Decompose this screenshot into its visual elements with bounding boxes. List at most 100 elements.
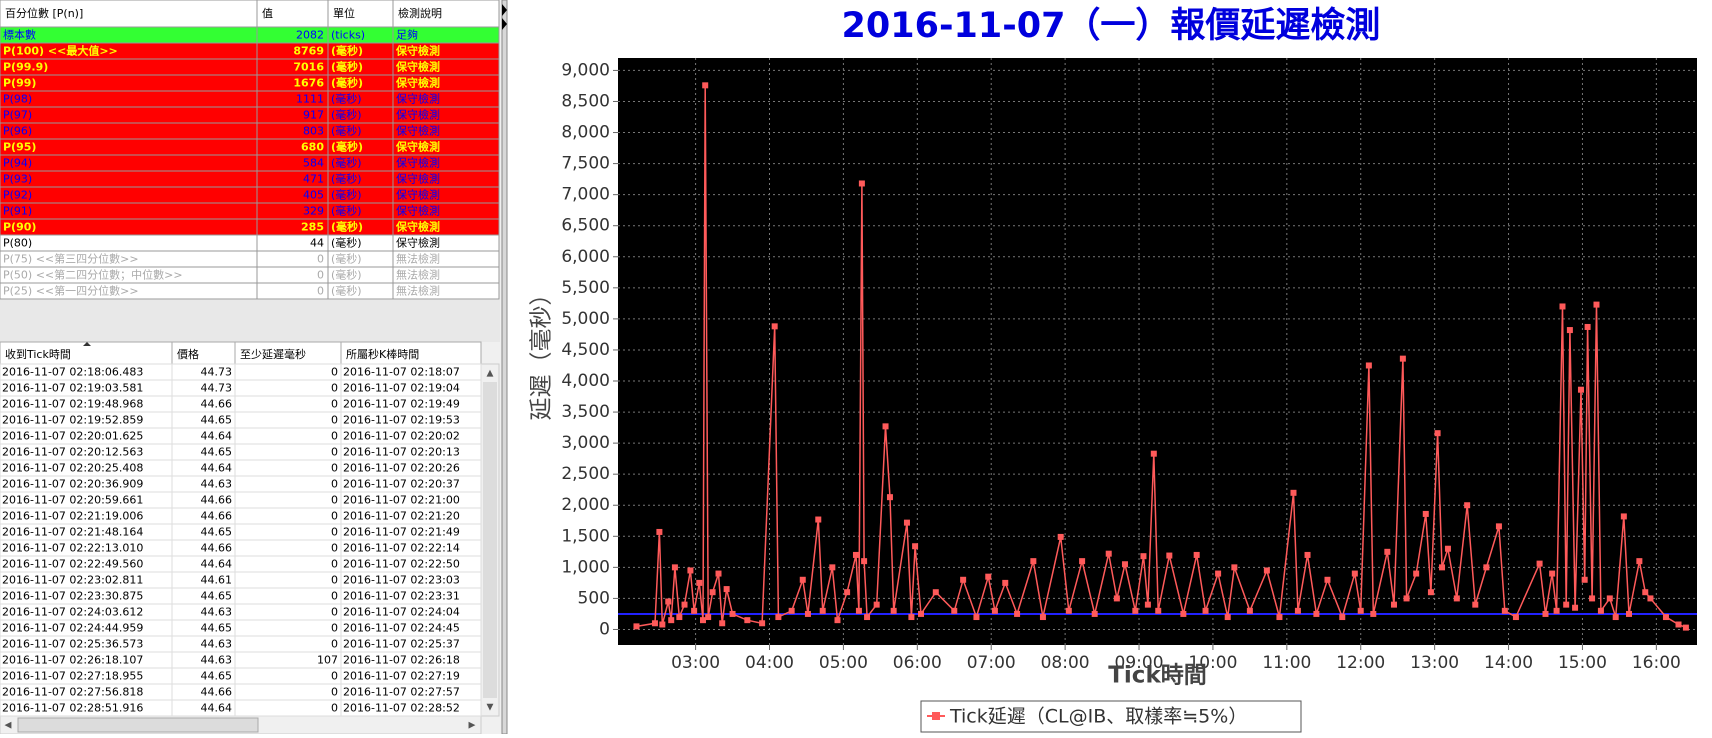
table-cell [234,363,342,381]
cell-text: 保守檢測 [396,124,440,138]
splitter[interactable] [501,0,508,735]
data-point [1304,551,1311,558]
y-tick-label: 2,500 [561,464,610,484]
scroll-left[interactable]: ◀ [5,721,12,731]
cell-text: 2016-11-07 02:20:01.625 [2,430,143,443]
data-point [834,617,841,624]
x-axis-label: Tick時間 [1108,663,1207,689]
data-point [1215,570,1222,577]
cell-text: 44.64 [201,462,233,475]
cell-text: 保守檢測 [396,204,440,218]
data-point [1150,450,1157,457]
cell-text: 0 [331,670,338,683]
data-point [671,564,678,571]
data-point [1597,607,1604,614]
cell-text: 2016-11-07 02:20:37 [343,478,460,491]
cell-text: 405 [303,189,324,202]
data-point [1231,564,1238,571]
y-tick-label: 8,000 [561,123,610,143]
cell-text: (毫秒) [331,220,363,234]
y-tick-label: 0 [599,619,610,639]
scroll-down[interactable]: ▼ [487,703,494,713]
splitter-arrow[interactable] [502,18,507,30]
scroll-right[interactable]: ▶ [469,721,476,731]
table-cell [0,90,258,108]
data-point [696,579,703,586]
table-cell [0,122,258,140]
header-label: 單位 [333,6,355,20]
data-point [702,82,709,89]
cell-text: 無法檢測 [396,268,440,282]
chart-title: 2016-11-07（一）報價延遲檢測 [842,5,1381,46]
cell-text: 2016-11-07 02:19:52.859 [2,414,143,427]
y-tick-label: 2,000 [561,495,610,515]
data-point [1444,545,1451,552]
x-tick-label: 09:00 [1115,653,1164,673]
data-point [861,558,868,565]
cell-text: (毫秒) [331,140,363,154]
cell-text: 保守檢測 [395,44,440,58]
cell-text: 917 [303,109,324,122]
data-point [890,607,897,614]
cell-text: 2016-11-07 02:24:45 [343,622,460,635]
data-point [960,576,967,583]
cell-text: 7016 [293,61,324,74]
data-point [1483,564,1490,571]
data-point [1370,610,1377,617]
cell-text: (毫秒) [331,60,363,74]
x-tick-label: 10:00 [1188,653,1237,673]
cell-text: 保守檢測 [395,76,440,90]
data-point [1140,553,1147,560]
data-point [908,614,915,621]
cell-text: 2016-11-07 02:20:59.661 [2,494,143,507]
cell-text: 2016-11-07 02:18:07 [343,366,460,379]
cell-text: 0 [331,446,338,459]
data-point [1105,550,1112,557]
table-cell [234,603,342,621]
cell-text: 44.63 [201,478,233,491]
data-point [1566,327,1573,334]
data-point [1079,558,1086,565]
splitter-arrow[interactable] [502,4,507,16]
data-point [1620,513,1627,520]
data-point [1193,551,1200,558]
table-cell [0,202,258,220]
data-point [1166,552,1173,559]
x-tick-label: 04:00 [745,653,794,673]
data-point [687,567,694,574]
data-point [864,614,871,621]
cell-text: P(95) [3,141,36,154]
cell-text: 0 [331,382,338,395]
data-point [775,614,782,621]
cell-text: 保守檢測 [396,156,440,170]
table-cell [0,218,258,236]
cell-text: (毫秒) [331,76,363,90]
data-point [1065,607,1072,614]
data-point [1357,607,1364,614]
x-tick-label: 11:00 [1262,653,1311,673]
cell-text: 44.64 [201,702,233,715]
table-cell [234,459,342,477]
scrollbar-thumb[interactable] [17,717,259,733]
header-cell [392,0,500,28]
data-point [771,323,778,330]
data-point [1453,595,1460,602]
scrollbar-thumb[interactable] [483,382,497,698]
series-line [636,85,1687,629]
cell-text: 2016-11-07 02:20:26 [343,462,460,475]
data-point [1351,570,1358,577]
cell-text: (毫秒) [331,92,362,106]
data-point [691,607,698,614]
cell-text: 0 [331,702,338,715]
scroll-up[interactable]: ▲ [487,369,494,379]
data-point [1324,576,1331,583]
empty-area [0,300,500,342]
table-cell [234,587,342,605]
x-tick-label: 08:00 [1041,653,1090,673]
cell-text: P(93) [3,173,32,186]
y-tick-label: 6,000 [561,247,610,267]
cell-text: 2016-11-07 02:25:37 [343,638,460,651]
table-cell [392,282,500,300]
cell-text: 0 [331,494,338,507]
data-point [1542,610,1549,617]
